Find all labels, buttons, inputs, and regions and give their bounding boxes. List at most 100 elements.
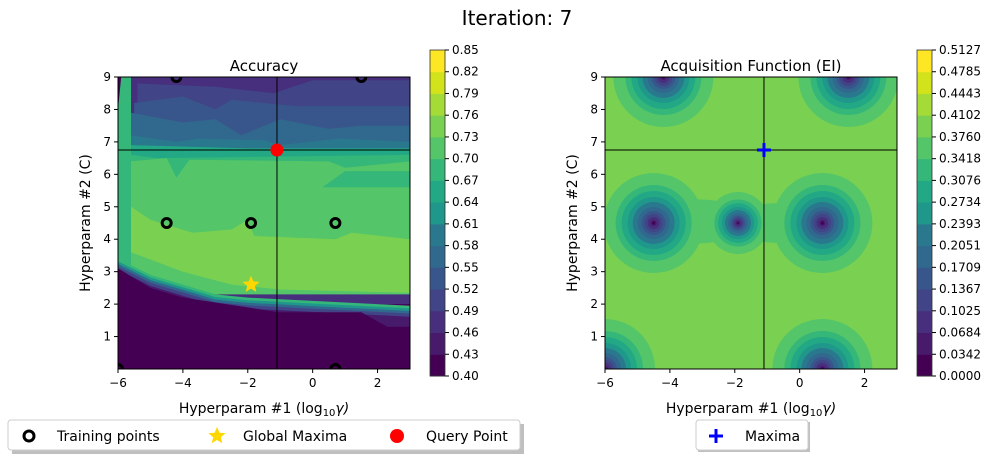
colorbar-band [430, 267, 445, 290]
contour-band [322, 171, 410, 188]
colorbar-tick-label: 0.67 [452, 173, 479, 187]
colorbar-band [917, 180, 932, 203]
colorbar-tick-label: 0.2051 [939, 239, 981, 253]
colorbar-band [430, 223, 445, 247]
acquisition-overlay [605, 77, 897, 369]
colorbar-tick-label: 0.43 [452, 347, 479, 361]
ring-marker-icon [22, 429, 36, 443]
legend-entry-global-maxima: Global Maxima [208, 427, 347, 445]
accuracy-x-ticks: −6 −4 −2 0 2 [109, 369, 381, 390]
colorbar-tick-label: 0.1367 [939, 282, 981, 296]
legend-label: Query Point [426, 429, 508, 445]
acquisition-xlabel-subscript: 10 [810, 408, 823, 419]
accuracy-ylabel: Hyperparam #2 (C) [78, 154, 94, 292]
colorbar-band [917, 136, 932, 160]
acquisition-axes-frame [604, 76, 898, 370]
training-point-marker [329, 217, 342, 229]
colorbar-band [430, 310, 445, 334]
y-tick-label: 3 [103, 265, 111, 279]
acquisition-xlabel: Hyperparam #1 (log10γ) [666, 401, 836, 419]
contour-band [118, 77, 122, 110]
acquisition-legend: Maxima [695, 419, 810, 452]
colorbar-frame [429, 49, 446, 377]
colorbar-tick-label: 0.61 [452, 217, 479, 231]
colorbar-band [917, 93, 932, 116]
x-tick-label: 0 [309, 376, 317, 390]
colorbar-band [430, 136, 445, 160]
colorbar-band [917, 115, 932, 138]
x-tick-label: 2 [861, 376, 869, 390]
y-tick-label: 1 [590, 330, 598, 344]
acquisition-xlabel-symbol: γ) [822, 401, 836, 417]
x-tick-label: −4 [661, 376, 679, 390]
x-tick-label: −6 [596, 376, 614, 390]
accuracy-axes-frame [117, 76, 411, 370]
accuracy-xlabel-subscript: 10 [323, 408, 336, 419]
colorbar-band [917, 245, 932, 268]
colorbar-tick-label: 0.52 [452, 282, 479, 296]
colorbar-tick-label: 0.40 [452, 369, 479, 383]
x-tick-label: −2 [239, 376, 257, 390]
colorbar-tick-label: 0.4443 [939, 86, 981, 100]
colorbar-band [430, 245, 445, 268]
colorbar-tick-label: 0.4102 [939, 108, 981, 122]
colorbar-tick-label: 0.58 [452, 239, 479, 253]
contour-band [118, 268, 410, 369]
y-tick-label: 5 [103, 200, 111, 214]
colorbar-tick-label: 0.79 [452, 86, 479, 100]
y-tick-label: 8 [590, 102, 598, 116]
colorbar-band [917, 50, 932, 73]
accuracy-colorbar: 0.40 0.43 0.46 0.49 0.52 0.55 0.58 0.61 0.64 0.67… [429, 43, 479, 383]
y-tick-label: 9 [590, 70, 598, 84]
colorbar-tick-label: 0.3076 [939, 173, 981, 187]
x-tick-label: −6 [109, 376, 127, 390]
colorbar-tick-label: 0.49 [452, 304, 479, 318]
colorbar-tick-label: 0.70 [452, 152, 479, 166]
colorbar-band [430, 71, 445, 94]
contour-band [131, 206, 410, 293]
acquisition-ylabel: Hyperparam #2 (C) [565, 154, 581, 292]
x-tick-label: 2 [374, 376, 382, 390]
y-tick-label: 7 [103, 135, 111, 149]
accuracy-xlabel-symbol: γ) [335, 401, 349, 417]
y-tick-label: 3 [590, 265, 598, 279]
maxima-plus-marker [756, 143, 771, 157]
legend-label: Global Maxima [243, 429, 347, 445]
acquisition-title: Acquisition Function (EI) [660, 57, 841, 75]
colorbar-tick-label: 0.55 [452, 260, 479, 274]
colorbar-band [917, 310, 932, 334]
colorbar-tick-label: 0.3418 [939, 152, 981, 166]
contour-band [820, 221, 824, 225]
x-tick-label: 0 [796, 376, 804, 390]
colorbar-band [917, 202, 932, 225]
y-tick-label: 6 [590, 167, 598, 181]
training-point-marker [170, 77, 183, 83]
training-point-marker [245, 217, 258, 229]
y-tick-label: 5 [590, 200, 598, 214]
colorbar-tick-label: 0.3760 [939, 130, 981, 144]
colorbar-tick-label: 0.76 [452, 108, 479, 122]
y-tick-label: 6 [103, 167, 111, 181]
colorbar-tick-label: 0.73 [452, 130, 479, 144]
colorbar-tick-label: 0.0000 [939, 369, 981, 383]
colorbar-band [917, 71, 932, 94]
colorbar-tick-label: 0.5127 [939, 43, 981, 57]
y-tick-label: 2 [590, 297, 598, 311]
y-tick-label: 4 [590, 232, 598, 246]
training-point-marker [329, 363, 342, 369]
y-tick-label: 9 [103, 70, 111, 84]
colorbar-tick-label: 0.0342 [939, 347, 981, 361]
dot-marker-icon [390, 429, 404, 443]
accuracy-title: Accuracy [230, 57, 299, 75]
colorbar-band [430, 50, 445, 73]
colorbar-band [917, 354, 932, 377]
accuracy-panel: Accuracy −6 −4 −2 0 2 1 2 3 4 5 6 7 8 9 Hyperparam #… [78, 43, 479, 419]
colorbar-band [430, 158, 445, 181]
x-tick-label: −2 [726, 376, 744, 390]
legend-entry-training-points: Training points [22, 429, 160, 445]
colorbar-band [430, 180, 445, 203]
colorbar-band [917, 267, 932, 290]
colorbar-tick-label: 0.1025 [939, 304, 981, 318]
colorbar-band [917, 332, 932, 355]
